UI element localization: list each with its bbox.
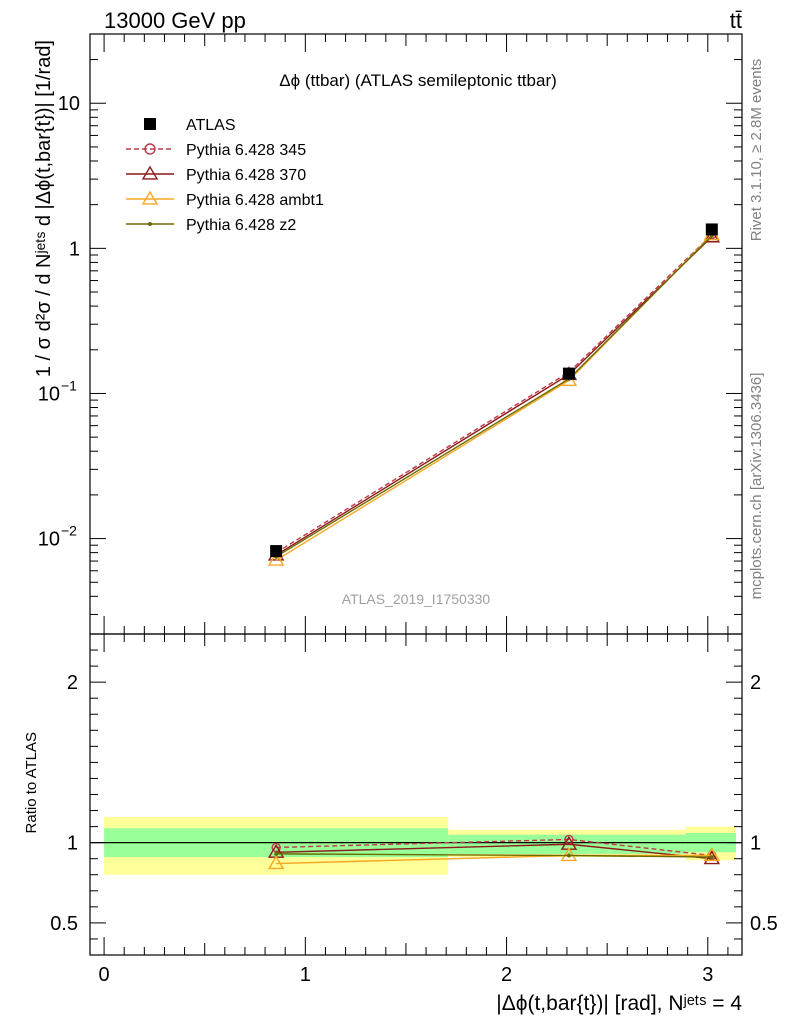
ratio-y-axis-label: Ratio to ATLAS	[23, 732, 40, 833]
ratio-y-tick-label: 1	[750, 833, 761, 855]
data-point	[562, 367, 575, 380]
ratio-y-tick-label: 1	[67, 833, 78, 855]
legend-label: Pythia 6.428 370	[186, 167, 306, 184]
process-label: tt̄	[730, 8, 742, 33]
ratio-y-tick-label: 2	[67, 672, 78, 694]
data-point	[564, 834, 574, 845]
ratio-y-tick-label: 2	[750, 672, 761, 694]
main-panel: Δϕ (ttbar) (ATLAS semileptonic ttbar) AT…	[33, 33, 743, 635]
series-line	[275, 234, 713, 554]
y-tick-label: 10	[38, 529, 60, 551]
data-point	[144, 143, 156, 155]
x-axis-label: |Δϕ(t,bar{t})| [rad], Nʲᵉᵗˢ = 4	[496, 992, 742, 1015]
ratio-y-tick-label: 0.5	[750, 913, 778, 935]
y-tick-exponent: −2	[61, 523, 77, 539]
mcplots-label: mcplots.cern.ch [arXiv:1306.3436]	[748, 373, 765, 600]
ratio-y-tick-label: 0.5	[50, 913, 78, 935]
data-point	[141, 190, 159, 205]
y-tick-label: 10	[58, 93, 80, 115]
x-tick-label: 1	[300, 964, 311, 986]
y-tick-label: 10	[38, 383, 60, 405]
data-point	[144, 118, 156, 130]
series-line	[275, 235, 713, 558]
data-point	[267, 551, 285, 566]
legend-label: Pythia 6.428 345	[186, 142, 306, 159]
watermark-label: ATLAS_2019_I1750330	[342, 591, 491, 607]
series-line	[275, 234, 713, 561]
series-line	[275, 236, 713, 556]
x-tick-label: 3	[702, 964, 713, 986]
rivet-label: Rivet 3.1.10, ≥ 2.8M events	[748, 59, 765, 242]
legend-label: Pythia 6.428 z2	[186, 217, 296, 234]
series-line	[276, 838, 712, 857]
y-tick-label: 1	[69, 238, 80, 260]
data-point	[703, 847, 721, 862]
data-point	[148, 222, 152, 226]
x-tick-label: 0	[99, 964, 110, 986]
legend-label: Pythia 6.428 ambt1	[186, 192, 324, 209]
legend: ATLAS Pythia 6.428 345 Pythia 6.428 370 Pyt…	[126, 117, 324, 234]
data-point	[141, 165, 159, 180]
data-point	[566, 853, 571, 858]
data-point	[270, 545, 283, 558]
legend-label: ATLAS	[186, 117, 236, 134]
series-line	[276, 843, 712, 860]
data-point	[560, 847, 578, 862]
data-point	[709, 855, 714, 860]
data-point	[705, 223, 718, 236]
energy-label: 13000 GeV pp	[104, 8, 246, 33]
data-point	[274, 851, 279, 856]
ratio-panel: Ratio to ATLAS |Δϕ(t,bar{t})| [rad], Nʲᵉ…	[23, 633, 778, 1015]
data-point	[267, 855, 285, 870]
ratio-frame	[89, 633, 743, 956]
data-point	[271, 842, 281, 853]
x-tick-label: 2	[501, 964, 512, 986]
chart-title: Δϕ (ttbar) (ATLAS semileptonic ttbar)	[279, 71, 557, 90]
data-point	[703, 228, 721, 243]
y-tick-exponent: −1	[61, 377, 77, 393]
y-axis-label: 1 / σ d²σ / d Nʲᵉᵗˢ d |Δϕ(t,bar{t})| [1/…	[33, 40, 55, 377]
